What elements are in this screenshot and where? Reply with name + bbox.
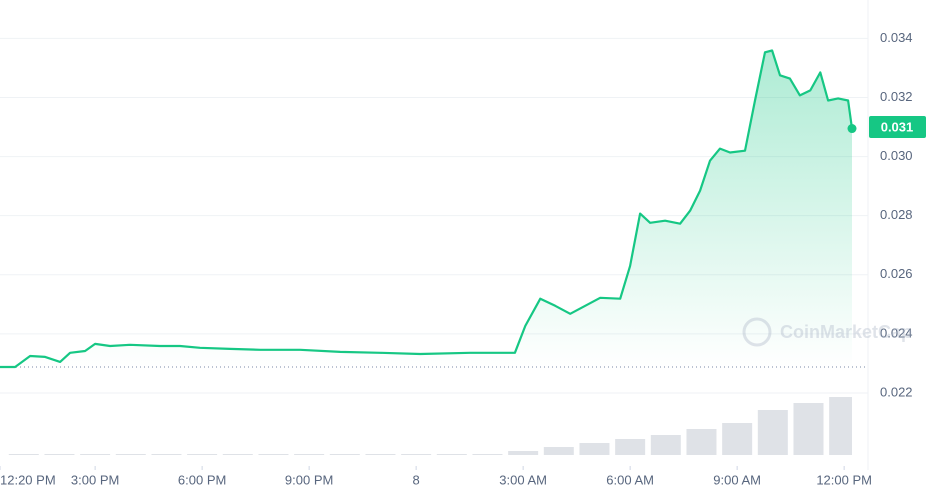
x-tick-label: 9:00 PM	[285, 472, 333, 487]
volume-bar	[401, 454, 432, 455]
x-tick-label: 12:20 PM	[0, 472, 56, 487]
volume-bar	[44, 454, 75, 455]
volume-bar	[722, 423, 753, 455]
y-tick-label: 0.032	[880, 89, 913, 104]
y-tick-label: 0.034	[880, 30, 913, 45]
volume-bar	[757, 410, 788, 455]
volume-bar	[579, 443, 610, 455]
volume-bar	[650, 435, 681, 455]
price-area	[0, 50, 852, 367]
volume-bar	[615, 439, 646, 455]
volume-bar	[258, 454, 289, 455]
x-tick-label: 8	[413, 472, 420, 487]
volume-bar	[329, 454, 360, 455]
y-tick-label: 0.024	[880, 325, 913, 340]
volume-bar	[793, 403, 824, 455]
volume-bar	[436, 454, 467, 455]
y-tick-label: 0.028	[880, 207, 913, 222]
volume-bar	[151, 454, 182, 455]
watermark: CoinMarketCap	[742, 317, 912, 347]
x-tick-label: 9:00 AM	[713, 472, 761, 487]
last-point	[847, 124, 857, 134]
volume-bar	[115, 454, 146, 455]
x-tick-label: 3:00 AM	[499, 472, 547, 487]
volume-bar	[187, 454, 218, 455]
y-tick-label: 0.030	[880, 148, 913, 163]
y-tick-label: 0.026	[880, 266, 913, 281]
volume-bar	[365, 454, 396, 455]
watermark-text: CoinMarketCap	[780, 322, 912, 342]
y-tick-label: 0.022	[880, 384, 913, 399]
price-tag-label: 0.031	[881, 119, 914, 134]
volume-bar	[829, 397, 852, 455]
x-tick-label: 6:00 AM	[606, 472, 654, 487]
volume-bar	[543, 447, 574, 455]
price-line	[0, 49, 854, 369]
volume-bar	[686, 429, 717, 455]
volume-bar	[508, 451, 539, 455]
volume-bar	[80, 454, 111, 455]
x-tick-label: 6:00 PM	[178, 472, 226, 487]
x-tick-label: 12:00 PM	[816, 472, 872, 487]
volume-bar	[222, 454, 253, 455]
watermark-logo	[742, 317, 772, 347]
price-tag	[869, 116, 926, 139]
x-tick-label: 3:00 PM	[71, 472, 119, 487]
volume-bar	[472, 454, 503, 455]
volume-bar	[294, 454, 325, 455]
volume-bar	[8, 454, 39, 455]
